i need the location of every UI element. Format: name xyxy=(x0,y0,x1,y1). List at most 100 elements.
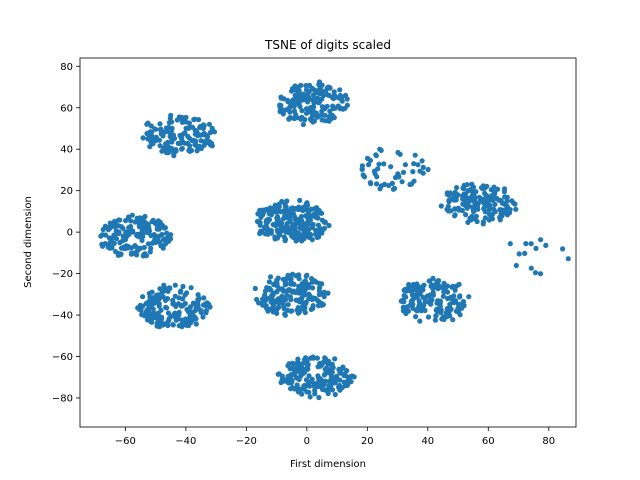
data-point xyxy=(311,383,317,389)
data-point xyxy=(180,302,186,308)
data-point xyxy=(288,224,295,231)
data-point xyxy=(306,389,312,395)
data-point xyxy=(361,174,368,180)
data-point xyxy=(323,357,329,363)
data-point xyxy=(164,305,170,311)
data-point xyxy=(157,324,163,330)
data-point xyxy=(326,222,332,229)
plot-frame xyxy=(79,57,577,428)
data-point xyxy=(279,296,285,302)
data-point xyxy=(140,303,146,309)
data-point xyxy=(487,202,493,209)
data-point xyxy=(460,185,466,191)
data-point xyxy=(293,273,299,279)
data-point xyxy=(300,287,307,293)
data-point xyxy=(260,299,266,306)
data-point xyxy=(207,304,213,310)
data-point xyxy=(312,391,318,397)
data-point xyxy=(301,383,307,389)
data-point xyxy=(403,294,409,300)
data-point xyxy=(270,290,277,296)
data-point xyxy=(263,303,269,309)
data-point xyxy=(373,152,379,158)
data-point xyxy=(182,316,189,322)
data-point xyxy=(412,152,418,158)
data-point xyxy=(284,215,290,221)
data-point xyxy=(172,293,178,299)
data-point xyxy=(395,171,401,177)
data-point xyxy=(150,295,156,301)
data-point xyxy=(291,103,297,109)
data-point xyxy=(502,201,508,208)
data-point xyxy=(159,231,165,238)
data-point xyxy=(334,377,340,383)
data-point xyxy=(260,212,266,218)
data-point xyxy=(280,276,286,282)
data-point xyxy=(452,213,458,219)
data-point xyxy=(152,233,158,239)
data-point xyxy=(275,296,281,302)
data-point xyxy=(322,112,328,118)
data-point xyxy=(440,293,446,299)
data-point xyxy=(415,162,421,168)
data-point xyxy=(274,310,280,316)
data-point xyxy=(307,394,313,400)
chart-title: TSNE of digits scaled xyxy=(264,38,391,52)
data-point xyxy=(565,256,571,262)
data-point xyxy=(160,245,166,251)
data-point xyxy=(327,108,333,114)
data-point xyxy=(338,105,344,111)
data-point xyxy=(464,182,470,188)
data-point xyxy=(411,161,417,167)
data-point xyxy=(533,245,539,251)
data-point xyxy=(295,368,301,374)
data-point xyxy=(283,203,289,210)
data-point xyxy=(191,116,197,123)
y-tick-label: 20 xyxy=(60,186,73,197)
data-point xyxy=(456,281,462,287)
data-point xyxy=(197,123,203,130)
data-point xyxy=(498,198,504,204)
x-tick-label: −40 xyxy=(175,436,196,447)
data-point xyxy=(128,245,135,251)
x-tick-label: 80 xyxy=(542,436,555,447)
data-point xyxy=(144,229,150,236)
x-tick-label: −60 xyxy=(115,436,136,447)
data-point xyxy=(140,294,146,300)
data-point xyxy=(303,201,309,207)
data-point xyxy=(407,288,414,294)
data-point xyxy=(512,201,518,207)
data-point xyxy=(425,166,431,173)
data-point xyxy=(337,385,343,391)
data-point xyxy=(147,312,153,318)
data-point xyxy=(170,132,176,138)
data-point xyxy=(314,234,320,240)
data-point xyxy=(279,198,285,205)
data-point xyxy=(145,241,151,247)
data-point xyxy=(331,89,337,95)
y-tick-label: −40 xyxy=(52,311,73,322)
data-point xyxy=(513,206,519,212)
data-point xyxy=(286,208,292,214)
data-point xyxy=(266,285,273,291)
y-tick-label: −20 xyxy=(52,269,73,280)
data-point xyxy=(295,356,301,362)
y-tick-label: 40 xyxy=(60,145,73,156)
data-point xyxy=(336,95,342,101)
data-point xyxy=(165,139,171,145)
data-point xyxy=(168,112,174,118)
data-point xyxy=(438,203,444,209)
data-point xyxy=(381,161,387,167)
data-point xyxy=(291,206,297,212)
data-point xyxy=(281,306,287,312)
data-point xyxy=(178,288,184,294)
data-point xyxy=(301,357,308,363)
data-point xyxy=(296,298,302,305)
data-point xyxy=(185,323,192,329)
data-point xyxy=(328,381,334,387)
data-point xyxy=(175,314,181,321)
data-point xyxy=(307,214,313,220)
data-point xyxy=(291,213,297,219)
data-point xyxy=(139,237,145,243)
data-point xyxy=(452,285,458,291)
